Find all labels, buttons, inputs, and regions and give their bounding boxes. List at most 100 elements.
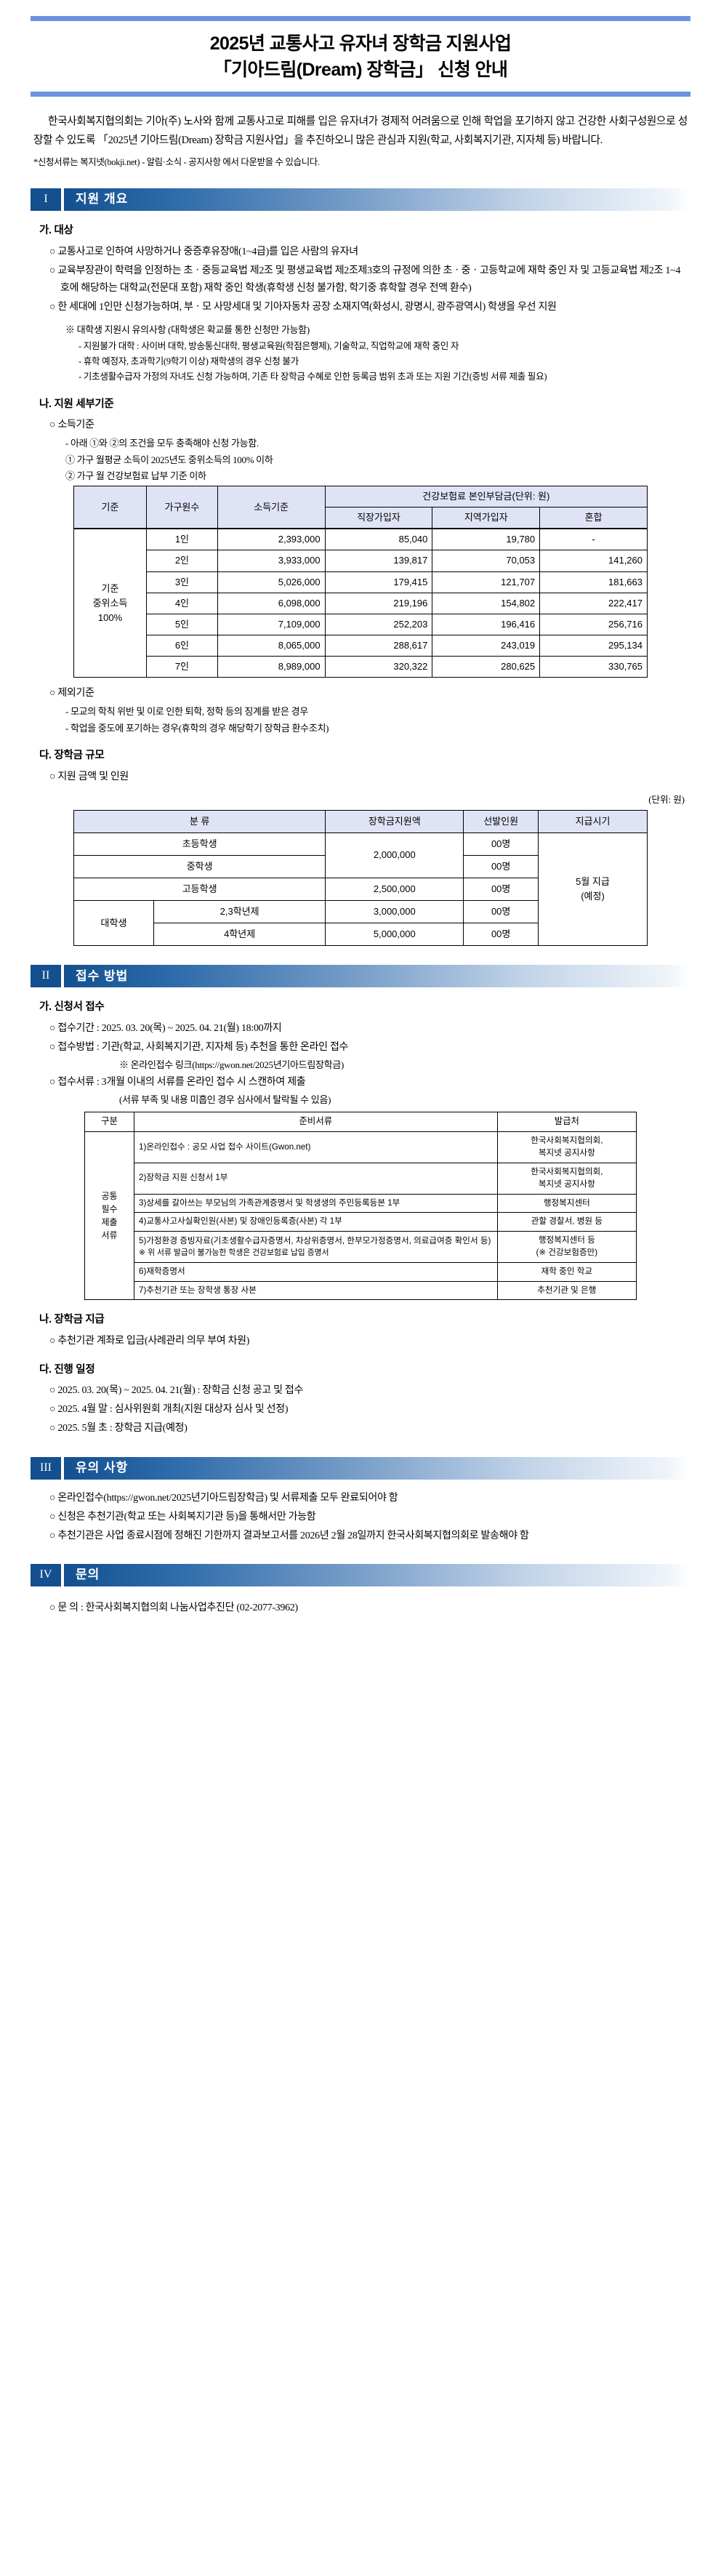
caution-item-1-text: 휴학 예정자, 초과학기(9학기 이상) 재학생의 경우 신청 불가: [83, 356, 299, 366]
notice-item-1-text: 신청은 추천기관(학교 또는 사회복지기관 등)을 통해서만 가능함: [57, 1511, 316, 1522]
table-row: 고등학생 2,500,000 00명: [73, 877, 648, 902]
caution-item-0-text: 지원불가 대학 : 사이버 대학, 방송통신대학, 평생교육원(학점은행제), …: [83, 340, 459, 351]
income-cond-1: ① 가구 월평균 소득이 2025년도 중위소득의 100% 이하: [65, 454, 273, 465]
amount-cell-count: 00명: [463, 923, 539, 947]
table-row: 3)상세를 갈아쓰는 부모님의 가족관계증명서 및 학생생의 주민등록등본 1부…: [85, 1193, 637, 1213]
heading-payment: 나. 장학금 지급: [39, 1314, 105, 1326]
table-row: 중학생 00명: [73, 854, 648, 878]
schedule-item-0-text: 2025. 03. 20(목) ~ 2025. 04. 21(월) : 장학금 …: [57, 1385, 304, 1397]
docs-cell-issuer: 한국사회복지협의회, 복지넷 공지사항: [496, 1131, 637, 1163]
income-cell-regional: 154,802: [432, 592, 541, 614]
docs-th-doc: 준비서류: [134, 1112, 498, 1133]
caution-item-1: - 휴학 예정자, 초과학기(9학기 이상) 재학생의 경우 신청 불가: [78, 356, 299, 366]
income-cell-mixed: 295,134: [539, 634, 648, 657]
docs-cell-issuer: 행정복지센터: [496, 1193, 637, 1213]
docs-cell-issuer: 추천기관 및 은행: [496, 1280, 637, 1301]
amount-th-amount: 장학금지원액: [325, 809, 464, 833]
income-cell-income: 8,065,000: [217, 634, 326, 657]
amount-cell-payment-time: 5월 지급 (예정): [538, 832, 648, 947]
income-intro: - 아래 ①와 ②의 조건을 모두 충족해야 신청 가능함.: [65, 438, 259, 449]
docs-cell-issuer: 한국사회복지협의회, 복지넷 공지사항: [496, 1162, 637, 1195]
income-criteria-cell: 기준 중위소득 100%: [73, 528, 148, 678]
docs-cell-document: 1)온라인접수 : 공모 사업 접수 사이트(Gwon.net): [134, 1131, 498, 1163]
target-item-1: ○ 교육부장관이 학력을 인정하는 초ㆍ중등교육법 제2조 및 평생교육법 제2…: [49, 265, 681, 294]
table-row: 2)장학금 지원 신청서 1부 한국사회복지협의회, 복지넷 공지사항: [85, 1162, 637, 1195]
section-header-overview: I 지원 개요: [31, 188, 690, 212]
section-title-3: 유의 사항: [64, 1456, 690, 1480]
amount-cell-subcategory: 4학년제: [153, 923, 326, 947]
amount-cell-category: 고등학생: [73, 877, 326, 902]
amount-cell-university: 대학생: [73, 900, 154, 947]
income-cell-household: 1인: [146, 528, 218, 551]
section-title-4: 문의: [64, 1563, 690, 1586]
income-cell-mixed: 256,716: [539, 613, 648, 635]
docs-cell-issuer: 관할 경찰서, 병원 등: [496, 1212, 637, 1232]
income-cell-mixed: 222,417: [539, 592, 648, 614]
table-row: 3인 5,026,000 179,415 121,707 181,663: [74, 571, 648, 593]
docs-cell-document: 6)재학증명서: [134, 1261, 498, 1282]
title-rule-bottom: [31, 92, 690, 97]
income-cell-workplace: 288,617: [324, 634, 433, 657]
target-item-2: ○ 한 세대에 1인만 신청가능하며, 부ㆍ모 사망세대 및 기아자동차 공장 …: [49, 301, 557, 313]
docs-cell-document: 5)가정환경 증빙자료(기초생활수급자증명서, 차상위증명서, 한부모가정증명서…: [134, 1231, 498, 1263]
scale-sub: ○ 지원 금액 및 인원: [49, 771, 129, 782]
docs-cell-category: 공통 필수 제출 서류: [84, 1131, 135, 1301]
notice-item-2-text: 추천기관은 사업 종료시점에 정해진 기한까지 결과보고서를 2026년 2월 …: [57, 1530, 529, 1541]
amount-cell-count: 00명: [463, 900, 539, 924]
document-page: 2025년 교통사고 유자녀 장학금 지원사업 「기아드림(Dream) 장학금…: [0, 16, 721, 1648]
application-item-1: ○ 접수방법 : 기관(학교, 사회복지기관, 지자체 등) 추천을 통한 온라…: [49, 1041, 349, 1053]
income-cell-household: 2인: [146, 550, 218, 572]
income-heading: ○ 소득기준: [49, 420, 94, 431]
document-title: 2025년 교통사고 유자녀 장학금 지원사업 「기아드림(Dream) 장학금…: [0, 21, 721, 92]
schedule-item-0: ○ 2025. 03. 20(목) ~ 2025. 04. 21(월) : 장학…: [49, 1385, 304, 1397]
table-row: 4)교통사고사실확인원(사본) 및 장애인등록증(사본) 각 1부 관할 경찰서,…: [85, 1212, 637, 1232]
amount-th-count: 선발인원: [463, 809, 539, 833]
income-cell-household: 3인: [146, 571, 218, 593]
table-row: 6인 8,065,000 288,617 243,019 295,134: [74, 634, 648, 657]
notice-body: ○ 온라인접수(https://gwon.net/2025년기아드림장학금) 및…: [33, 1490, 688, 1545]
application-item-0-text: 접수기간 : 2025. 03. 20(목) ~ 2025. 04. 21(월)…: [57, 1022, 282, 1034]
docs-cell-document: 4)교통사고사실확인원(사본) 및 장애인등록증(사본) 각 1부: [134, 1212, 498, 1232]
title-rule-top: [31, 16, 690, 21]
intro-paragraph: 한국사회복지협의회는 기아(주) 노사와 함께 교통사고로 피해를 입은 유자녀…: [33, 116, 688, 146]
income-th-workplace: 직장가입자: [324, 507, 433, 529]
application-item-0: ○ 접수기간 : 2025. 03. 20(목) ~ 2025. 04. 21(…: [49, 1022, 282, 1034]
income-cell-regional: 196,416: [432, 613, 541, 635]
target-item-2-text: 한 세대에 1인만 신청가능하며, 부ㆍ모 사망세대 및 기아자동차 공장 소재…: [57, 301, 557, 313]
title-line-1: 2025년 교통사고 유자녀 장학금 지원사업: [209, 33, 512, 54]
section-number-2: II: [31, 965, 61, 988]
payment-item-text: 추천기관 계좌로 입금(사례관리 의무 부여 차원): [57, 1335, 250, 1347]
target-item-0-text: 교통사고로 인하여 사망하거나 중증후유장애(1~4급)를 입은 사람의 유자녀: [57, 246, 358, 257]
income-cell-workplace: 219,196: [324, 592, 433, 614]
income-criteria-table: 기준 가구원수 소득기준 건강보험료 본인부담금(단위: 원) 직장가입자 지역…: [73, 485, 648, 678]
amount-unit-label: (단위: 원): [648, 795, 685, 806]
table-row: 7인 8,989,000 320,322 280,625 330,765: [74, 656, 648, 678]
income-cell-household: 7인: [146, 656, 218, 678]
income-cell-household: 6인: [146, 634, 218, 657]
title-line-2: 「기아드림(Dream) 장학금」 신청 안내: [213, 59, 508, 80]
income-cell-regional: 280,625: [432, 656, 541, 678]
amount-cell-count: 00명: [463, 877, 539, 902]
exclusion-item-1: - 학업을 중도에 포기하는 경우(휴학의 경우 해당학기 장학금 환수조치): [65, 722, 329, 734]
income-cell-household: 4인: [146, 592, 218, 614]
table-row: 5)가정환경 증빙자료(기초생활수급자증명서, 차상위증명서, 한부모가정증명서…: [85, 1231, 637, 1263]
amount-th-category: 분 류: [73, 809, 326, 833]
amount-cell-amount: 2,000,000: [325, 832, 464, 878]
income-cell-income: 2,393,000: [217, 528, 326, 551]
docs-th-category: 구분: [84, 1112, 135, 1133]
income-cell-income: 5,026,000: [217, 571, 326, 593]
income-cell-workplace: 179,415: [324, 571, 433, 593]
income-cell-workplace: 252,203: [324, 613, 433, 635]
notice-item-1: ○ 신청은 추천기관(학교 또는 사회복지기관 등)을 통해서만 가능함: [49, 1511, 316, 1522]
income-cell-income: 7,109,000: [217, 613, 326, 635]
section-number-4: IV: [31, 1563, 61, 1586]
table-row: 4인 6,098,000 219,196 154,802 222,417: [74, 592, 648, 614]
amount-cell-count: 00명: [463, 832, 539, 856]
amount-cell-category: 중학생: [73, 854, 326, 878]
caution-item-0: - 지원불가 대학 : 사이버 대학, 방송통신대학, 평생교육원(학점은행제)…: [78, 340, 459, 351]
application-item-1-text: 접수방법 : 기관(학교, 사회복지기관, 지자체 등) 추천을 통한 온라인 …: [57, 1041, 349, 1053]
exclusion-item-0: - 모교의 학칙 위반 및 이로 인한 퇴학, 정학 등의 징계를 받은 경우: [65, 706, 308, 718]
application-online-link[interactable]: ※ 온라인접수 링크(https://gwon.net/2025년기아드림장학금…: [119, 1059, 345, 1070]
heading-schedule: 다. 진행 일정: [39, 1363, 95, 1376]
docs-cell-document-note: ※ 위 서류 발급이 불가능한 학생은 건강보험료 납입 증명서: [139, 1248, 329, 1257]
